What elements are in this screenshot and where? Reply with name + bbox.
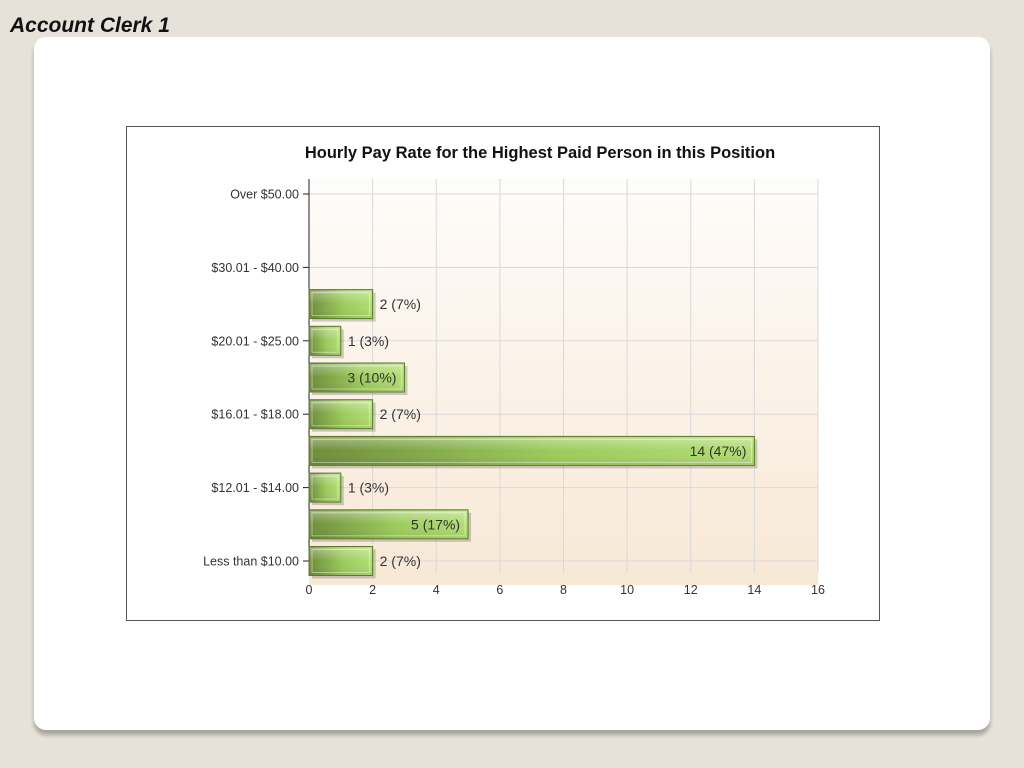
grid bbox=[308, 179, 819, 573]
chart-title: Hourly Pay Rate for the Highest Paid Per… bbox=[305, 144, 775, 162]
bar-highlight bbox=[310, 510, 468, 538]
y-tick-label: $12.01 - $14.00 bbox=[211, 481, 299, 495]
x-tick-label: 2 bbox=[369, 583, 376, 597]
bar-highlight bbox=[310, 364, 404, 391]
bar-highlight bbox=[310, 290, 372, 318]
chart-frame: Hourly Pay Rate for the Highest Paid Per… bbox=[126, 126, 880, 621]
y-tick-label: $20.01 - $25.00 bbox=[211, 334, 299, 348]
x-tick-label: 16 bbox=[811, 583, 825, 597]
y-tick-label: Less than $10.00 bbox=[203, 555, 299, 569]
bar-data-label: 3 (10%) bbox=[347, 370, 396, 386]
bar-data-label: 5 (17%) bbox=[411, 516, 460, 532]
bar-bevel bbox=[311, 475, 339, 500]
bar-chart: Hourly Pay Rate for the Highest Paid Per… bbox=[203, 144, 825, 598]
bar-data-label: 1 (3%) bbox=[348, 333, 389, 349]
bar-data-label: 2 (7%) bbox=[380, 406, 421, 422]
bar-bevel bbox=[311, 328, 339, 353]
bar-bevel bbox=[311, 549, 371, 573]
bar-bevel bbox=[311, 512, 466, 537]
y-tick-label: $16.01 - $18.00 bbox=[211, 408, 299, 422]
bar-data-label: 2 (7%) bbox=[380, 553, 421, 569]
bar-bevel bbox=[311, 292, 371, 317]
bar-highlight bbox=[310, 327, 340, 355]
bar-highlight bbox=[310, 400, 372, 428]
x-tick-label: 8 bbox=[560, 583, 567, 597]
x-tick-label: 12 bbox=[684, 583, 698, 597]
bar-data-label: 14 (47%) bbox=[690, 443, 747, 459]
bar-bevel bbox=[311, 402, 371, 427]
x-tick-label: 14 bbox=[747, 583, 761, 597]
bar-bevel bbox=[311, 365, 402, 390]
x-tick-label: 4 bbox=[433, 583, 440, 597]
bars bbox=[308, 289, 758, 579]
y-tick-label: $30.01 - $40.00 bbox=[211, 261, 299, 275]
bar-highlight bbox=[310, 474, 340, 502]
x-tick-label: 0 bbox=[306, 583, 313, 597]
x-tick-label: 10 bbox=[620, 583, 634, 597]
bar-bevel bbox=[311, 438, 752, 463]
bar-highlight bbox=[310, 437, 754, 465]
bar-data-label: 2 (7%) bbox=[380, 296, 421, 312]
y-tick-label: Over $50.00 bbox=[230, 188, 299, 202]
axes bbox=[303, 179, 310, 573]
bar-data-label: 1 (3%) bbox=[348, 480, 389, 496]
labels: 0 2 4 6 8 10 12 14 16 Less than $10.00 $12.01 - $1… bbox=[203, 188, 825, 598]
x-tick-label: 6 bbox=[496, 583, 503, 597]
bar-highlight bbox=[310, 547, 372, 575]
slide-title: Account Clerk 1 bbox=[10, 14, 170, 37]
